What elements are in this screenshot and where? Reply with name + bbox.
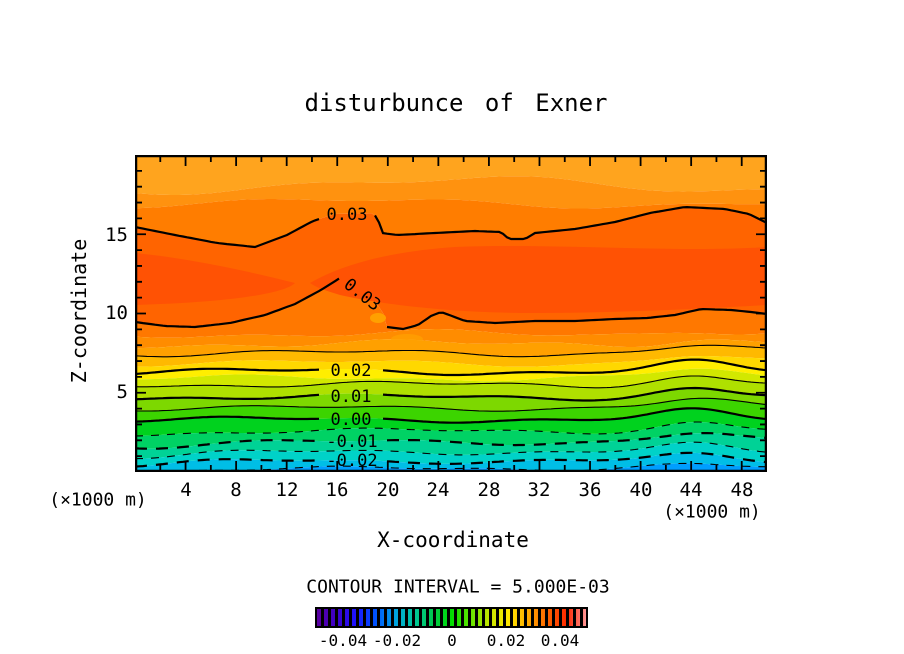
x-tick-label: 4 xyxy=(180,479,192,501)
colorbar xyxy=(315,607,588,628)
contour-line-label: 0.01 xyxy=(330,387,372,407)
x-tick-label: 28 xyxy=(477,479,501,501)
x-tick-label: 48 xyxy=(730,479,754,501)
z-axis-title: Z-coordinate xyxy=(67,238,91,384)
x-axis-unit-right: (×1000 m) xyxy=(663,501,761,523)
contour-interval-caption: CONTOUR INTERVAL = 5.000E-03 xyxy=(306,576,610,598)
x-tick-label: 40 xyxy=(629,479,653,501)
z-tick-label: 10 xyxy=(105,302,128,324)
colorbar-stripes xyxy=(317,609,586,626)
x-tick-label: 24 xyxy=(426,479,450,501)
contour-line-label: -0.01 xyxy=(326,432,378,452)
colorbar-tick-label: -0.02 xyxy=(372,631,422,650)
x-tick-label: 8 xyxy=(230,479,242,501)
x-axis-unit-left: (×1000 m) xyxy=(49,489,147,511)
z-tick-label: 5 xyxy=(116,381,128,403)
contour-plot-canvas xyxy=(134,154,768,474)
colorbar-tick-label: 0.02 xyxy=(486,631,526,650)
x-tick-label: 20 xyxy=(376,479,400,501)
contour-line-label: 0.03 xyxy=(326,205,368,225)
x-axis-title: X-coordinate xyxy=(377,528,529,552)
contour-line-label: 0.02 xyxy=(330,361,372,381)
x-tick-label: 44 xyxy=(679,479,703,501)
x-tick-label: 16 xyxy=(325,479,349,501)
z-tick-label: 15 xyxy=(105,224,128,246)
colorbar-tick-label: 0.04 xyxy=(540,631,580,650)
figure-title: disturbunce of Exner xyxy=(304,89,608,117)
contour-line-label: 0.00 xyxy=(330,410,372,430)
x-tick-label: 32 xyxy=(527,479,551,501)
x-tick-label: 12 xyxy=(275,479,299,501)
colorbar-tick-label: 0 xyxy=(447,631,457,650)
colorbar-tick-label: -0.04 xyxy=(318,631,368,650)
x-tick-label: 36 xyxy=(578,479,602,501)
contour-line-label: -0.02 xyxy=(326,451,378,471)
